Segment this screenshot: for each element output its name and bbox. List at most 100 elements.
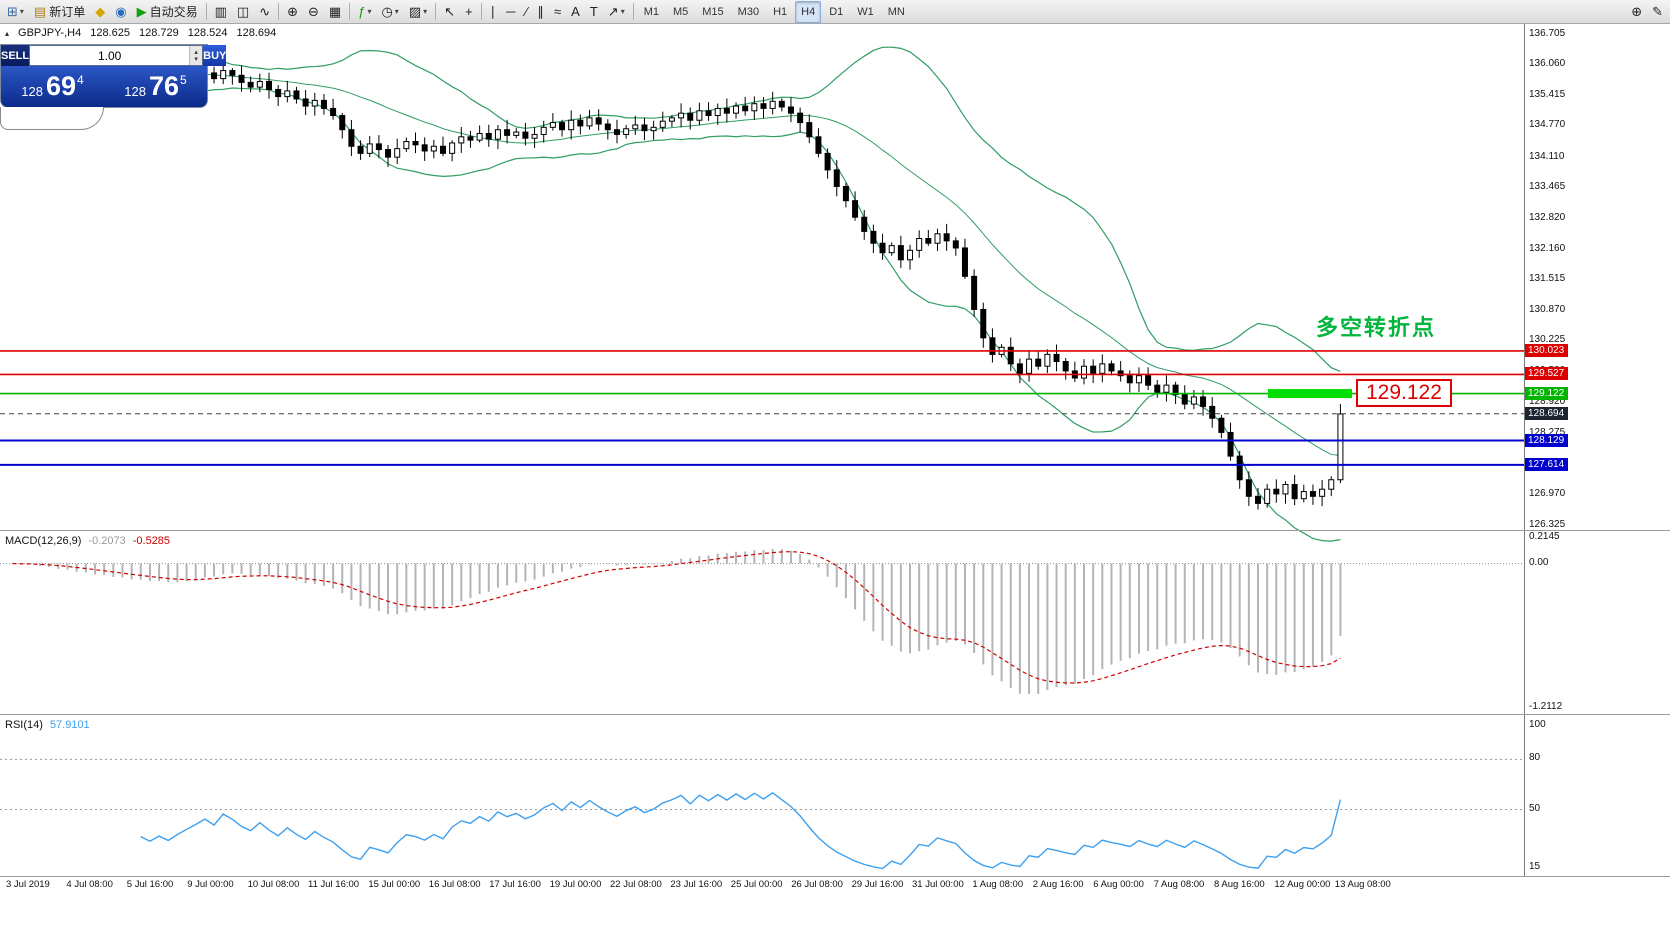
date-label: 22 Jul 08:00	[610, 879, 662, 890]
trend-line-icon[interactable]: ∕	[525, 4, 528, 19]
chevron-down-icon: ▾	[19, 7, 24, 16]
scale-label: 15	[1529, 861, 1541, 872]
autotrading-button[interactable]: ▶ 自动交易	[136, 4, 198, 19]
bar-open-value: 128.625	[90, 27, 130, 39]
arrows-icon[interactable]: ↗ ▾	[607, 4, 625, 19]
line-chart-icon[interactable]: ∿	[259, 4, 271, 19]
scale-label: 126.325	[1529, 518, 1566, 530]
scale-label: 128.275	[1529, 426, 1566, 438]
toolbar-separator	[632, 3, 634, 20]
sell-price-pipette: 4	[77, 73, 84, 87]
rsi-value: 57.9101	[49, 719, 90, 731]
timeframe-h4[interactable]: H4	[795, 0, 822, 23]
sell-button[interactable]: SELL	[1, 45, 30, 66]
macd-indicator-header: MACD(12,26,9) -0.2073 -0.5285	[5, 535, 170, 547]
zoom-in-icon[interactable]: ⊕	[287, 4, 298, 19]
date-label: 19 Jul 00:00	[549, 879, 602, 890]
text-icon[interactable]: A	[571, 4, 580, 19]
toolbar-separator	[278, 3, 280, 20]
timeframe-w1[interactable]: W1	[857, 5, 874, 18]
scale-label: 136.705	[1529, 27, 1566, 39]
bar-chart-icon[interactable]: ▥	[214, 4, 227, 19]
scale-label: 134.770	[1529, 119, 1566, 131]
scale-label: 132.820	[1529, 211, 1566, 223]
bar-high-value: 128.729	[138, 27, 179, 39]
timeframe-mn[interactable]: MN	[887, 5, 905, 18]
buy-price[interactable]: 128 76 5	[104, 66, 207, 107]
periods-icon[interactable]: ◷ ▾	[381, 4, 399, 19]
scale-label: 130.225	[1529, 334, 1566, 346]
sell-price-big-figure: 128	[21, 83, 43, 99]
date-label: 11 Jul 16:00	[308, 879, 360, 890]
search-icon[interactable]: ⊕	[1631, 4, 1643, 19]
date-label: 29 Jul 16:00	[851, 879, 904, 890]
volume-input[interactable]	[30, 46, 190, 65]
chart-symbol-title: GBPJPY-,H4	[18, 27, 82, 39]
scale-label: 80	[1529, 752, 1541, 764]
zoom-out-icon[interactable]: ⊖	[308, 4, 319, 19]
crosshair-icon[interactable]: +	[465, 4, 473, 19]
quick-edit-icon[interactable]: ✎	[1652, 4, 1663, 19]
horizontal-line-icon[interactable]: ─	[506, 4, 516, 19]
volume-decrease-icon[interactable]: ▾	[194, 55, 198, 63]
timeframe-m5[interactable]: M5	[672, 5, 689, 18]
sell-price-pips: 69	[45, 71, 77, 101]
price-badge: 128.129	[1525, 433, 1569, 447]
scale-label: 128.920	[1529, 396, 1566, 408]
timeframe-d1[interactable]: D1	[829, 5, 844, 18]
metaeditor-icon[interactable]: ◆	[95, 4, 106, 19]
date-label: 15 Jul 00:00	[368, 879, 421, 890]
date-label: 31 Jul 00:00	[912, 879, 964, 890]
bar-close-value: 128.694	[236, 27, 277, 39]
buy-button[interactable]: BUY	[203, 45, 227, 66]
volume-field: ▴ ▾	[29, 45, 204, 66]
scale-label: 132.160	[1529, 242, 1566, 254]
macd-signal-value: -0.5285	[132, 535, 171, 547]
timeframe-m1[interactable]: M1	[643, 5, 659, 18]
candlestick-chart-icon[interactable]: ◫	[236, 4, 250, 19]
cursor-icon[interactable]: ↖	[444, 4, 456, 19]
price-badge: 130.023	[1525, 343, 1569, 357]
timeframe-h1[interactable]: H1	[773, 5, 788, 18]
price-scale[interactable]: 136.705 136.060 135.415 134.770 134.110 133.4…	[1524, 24, 1670, 876]
price-badge: 129.122	[1525, 386, 1569, 400]
indicators-icon[interactable]: ƒ ▾	[358, 4, 372, 19]
scale-label: 50	[1529, 802, 1541, 814]
volume-increase-icon[interactable]: ▴	[194, 48, 198, 56]
fibonacci-retracement-icon[interactable]: ≈	[554, 4, 562, 19]
time-scale[interactable]: 3 Jul 2019 4 Jul 08:00 5 Jul 16:00 9 Jul 00…	[0, 877, 1524, 895]
chevron-down-icon: ▾	[620, 7, 625, 16]
scale-label: 135.415	[1529, 88, 1566, 100]
text-label-icon[interactable]: T	[589, 4, 598, 19]
rsi-name: RSI(14)	[5, 719, 43, 731]
macd-name: MACD(12,26,9)	[5, 535, 82, 547]
price-level-label: 129.122	[1356, 379, 1452, 407]
new-order-button[interactable]: ▤ 新订单	[33, 4, 86, 19]
timeframe-m30[interactable]: M30	[737, 5, 760, 18]
date-label: 10 Jul 08:00	[247, 879, 300, 890]
scale-label: 0.00	[1529, 556, 1549, 568]
chevron-down-icon: ▾	[367, 7, 372, 16]
equidistant-channel-icon[interactable]: ∥	[537, 4, 545, 19]
vertical-line-icon[interactable]: ∣	[489, 4, 497, 19]
tile-windows-icon[interactable]: ▦	[328, 4, 342, 19]
scale-label: 136.060	[1529, 58, 1566, 70]
chevron-down-icon: ▾	[394, 7, 399, 16]
panel-separator[interactable]	[0, 530, 1670, 531]
symbol-marker-icon: ▴	[5, 28, 10, 38]
date-label: 1 Aug 08:00	[972, 879, 1024, 890]
timeframe-m15[interactable]: M15	[702, 5, 724, 18]
toolbar-separator	[205, 3, 207, 20]
volume-spinner: ▴ ▾	[189, 46, 203, 65]
price-badge: 128.694	[1525, 406, 1569, 420]
toolbar-separator	[435, 3, 437, 20]
new-chart-icon[interactable]: ⊞ ▾	[7, 4, 24, 19]
scale-label: -1.2112	[1529, 701, 1563, 712]
market-watch-icon[interactable]: ◉	[115, 4, 127, 19]
sell-price[interactable]: 128 69 4	[1, 66, 104, 107]
templates-icon[interactable]: ▨ ▾	[408, 4, 428, 19]
panel-separator[interactable]	[0, 714, 1670, 715]
